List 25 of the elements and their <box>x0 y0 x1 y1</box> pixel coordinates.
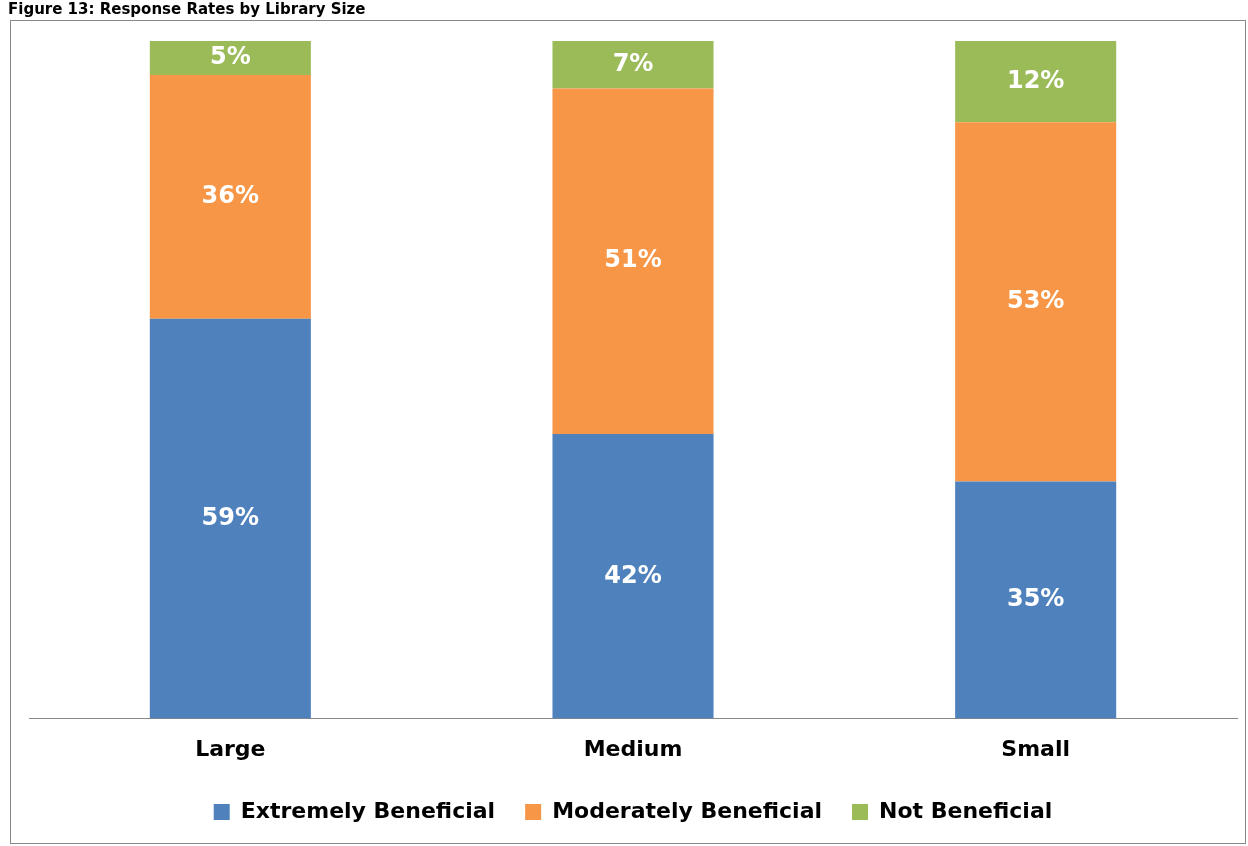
chart-title: Figure 13: Response Rates by Library Size <box>8 0 366 18</box>
bar <box>552 41 714 89</box>
data-label: 12% <box>1006 65 1065 94</box>
data-label: 36% <box>201 181 260 210</box>
x-tick-label: Medium <box>583 735 683 761</box>
bar <box>552 88 714 435</box>
bar <box>955 41 1117 123</box>
legend-label: Extremely Beneficial <box>240 797 496 823</box>
legend-label: Moderately Beneficial <box>552 797 823 823</box>
bar <box>955 481 1117 719</box>
legend-label: Not Beneficial <box>879 797 1053 823</box>
bar <box>149 74 311 319</box>
bar <box>552 434 714 719</box>
data-label: 35% <box>1006 584 1065 613</box>
data-label: 42% <box>604 560 662 589</box>
data-label: 59% <box>201 502 260 531</box>
bar <box>149 318 311 719</box>
data-label: 7% <box>612 48 654 77</box>
x-tick-label: Large <box>195 735 266 761</box>
data-label: 51% <box>604 245 662 274</box>
bar <box>149 41 311 75</box>
data-label: 5% <box>209 42 251 71</box>
data-label: 53% <box>1006 286 1065 315</box>
x-tick-label: Small <box>1001 735 1071 761</box>
bar <box>955 122 1117 482</box>
